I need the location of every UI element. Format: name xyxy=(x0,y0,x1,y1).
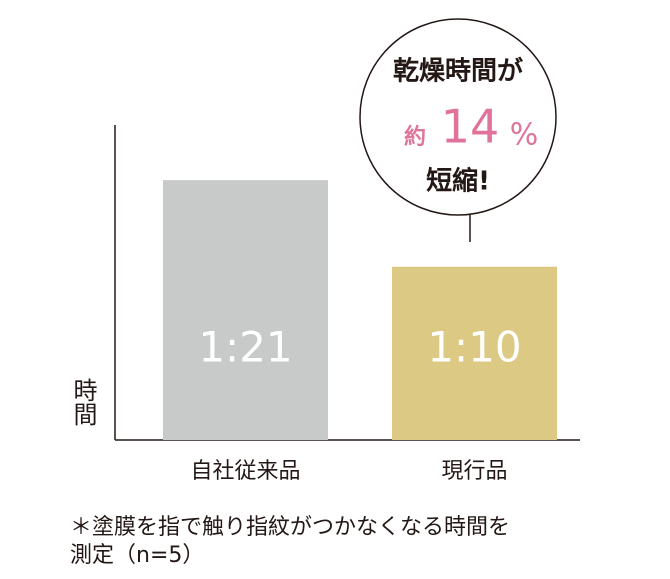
value-label: 1:21 xyxy=(198,323,292,372)
bar xyxy=(392,266,557,440)
callout-circle xyxy=(359,18,557,216)
callout-text: 乾燥時間が xyxy=(393,56,523,87)
x-tick-label: 現行品 xyxy=(441,459,507,484)
y-axis-label: 時間 xyxy=(69,378,97,426)
bar xyxy=(163,180,328,440)
footnote: ＊塗膜を指で触り指紋がつかなくなる時間を xyxy=(70,515,510,540)
footnote: 測定（n=5） xyxy=(70,543,204,568)
value-label: 1:10 xyxy=(427,323,521,372)
callout-text: 短縮! xyxy=(426,166,490,197)
callout-number: 14 xyxy=(441,100,500,154)
callout-text: 約 xyxy=(404,124,426,150)
x-tick-label: 自社従来品 xyxy=(190,459,300,484)
callout-text: % xyxy=(510,118,539,153)
